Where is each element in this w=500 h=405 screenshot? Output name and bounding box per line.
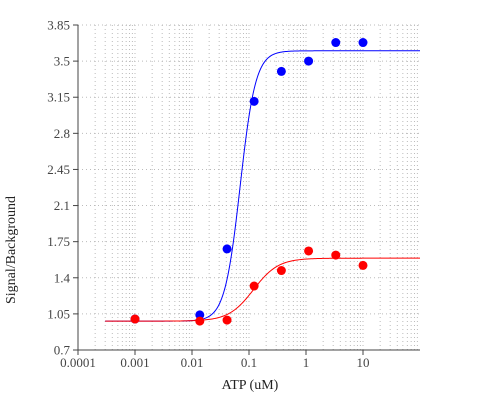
data-point-series-2	[222, 315, 232, 325]
x-axis-title: ATP (uM)	[222, 378, 279, 393]
x-tick-label: 0.01	[181, 355, 204, 370]
y-tick-label: 1.4	[54, 270, 71, 285]
data-point-series-1	[222, 244, 232, 254]
data-point-series-1	[358, 38, 368, 48]
y-tick-label: 1.75	[47, 234, 70, 249]
x-tick-label: 0.001	[120, 355, 149, 370]
data-point-series-1	[331, 38, 341, 48]
data-point-series-2	[130, 314, 140, 324]
data-point-series-1	[304, 56, 314, 66]
grid	[78, 24, 420, 350]
fit-curves	[105, 50, 420, 322]
fit-curve-2	[105, 257, 420, 322]
y-axis-title: Signal/Background	[4, 196, 19, 304]
data-point-series-1	[249, 96, 259, 106]
data-point-series-1	[195, 310, 205, 320]
x-tick-labels: 0.0001 0.001 0.01 0.1 1 10	[60, 355, 369, 370]
data-point-series-2	[331, 250, 341, 260]
data-point-series-2	[249, 281, 259, 291]
y-tick-label: 2.45	[47, 162, 70, 177]
y-tick-labels: 0.7 1.05 1.4 1.75 2.1 2.45 2.8 3.15 3.5 3.85	[47, 18, 70, 358]
x-tick-label: 0.1	[241, 355, 257, 370]
x-tick-label: 0.0001	[60, 355, 96, 370]
x-tick-label: 10	[357, 355, 370, 370]
y-tick-label: 2.1	[54, 198, 70, 213]
y-tick-label: 3.15	[47, 90, 70, 105]
x-tick-label: 1	[303, 355, 310, 370]
data-point-series-2	[195, 316, 205, 326]
data-point-series-2	[358, 260, 368, 270]
data-points	[130, 38, 368, 326]
axes	[73, 24, 420, 355]
y-tick-label: 3.5	[54, 54, 70, 69]
y-tick-label: 3.85	[47, 18, 70, 33]
data-point-series-1	[276, 66, 286, 76]
y-tick-label: 1.05	[47, 306, 70, 321]
data-point-series-2	[276, 266, 286, 276]
data-point-series-2	[304, 246, 314, 256]
y-tick-label: 2.8	[54, 126, 70, 141]
y-tick-label: 0.7	[54, 343, 71, 358]
